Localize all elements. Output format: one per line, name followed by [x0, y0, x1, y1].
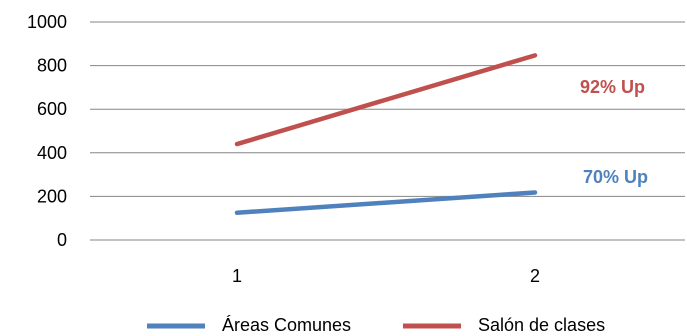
- y-axis-tick-labels: 0 200 400 600 800 1000: [27, 12, 67, 250]
- series-line-0: [234, 190, 538, 215]
- annotation-label: 70% Up: [583, 167, 648, 187]
- x-tick-label: 1: [232, 266, 242, 286]
- y-tick-label: 800: [37, 56, 67, 76]
- annotations: 92% Up 70% Up: [580, 77, 648, 187]
- annotation-label: 92% Up: [580, 77, 645, 97]
- y-tick-label: 600: [37, 99, 67, 119]
- legend-label: Salón de clases: [478, 315, 605, 335]
- legend-label: Áreas Comunes: [222, 315, 351, 335]
- y-tick-label: 400: [37, 143, 67, 163]
- y-tick-label: 0: [57, 230, 67, 250]
- series-line-1: [234, 53, 538, 147]
- y-tick-label: 1000: [27, 12, 67, 32]
- y-tick-label: 200: [37, 186, 67, 206]
- legend: Áreas Comunes Salón de clases: [147, 315, 605, 335]
- series-lines: [234, 53, 538, 215]
- gridlines: [90, 21, 685, 241]
- x-tick-label: 2: [530, 266, 540, 286]
